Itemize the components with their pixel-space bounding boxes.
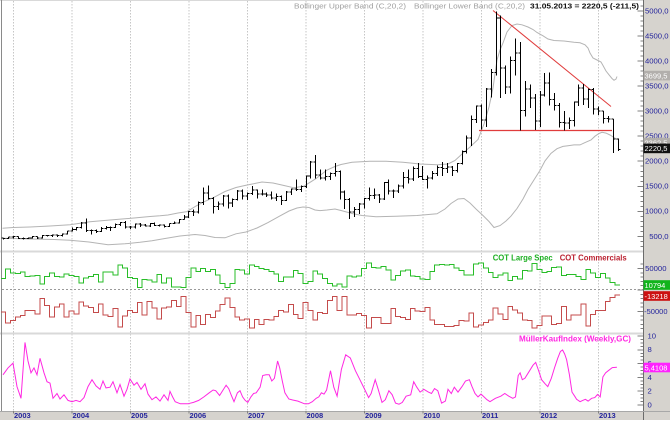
svg-text:2009: 2009 — [365, 411, 382, 420]
svg-text:2012: 2012 — [541, 411, 558, 420]
svg-text:COT Commercials: COT Commercials — [560, 254, 628, 263]
svg-text:2005: 2005 — [131, 411, 148, 420]
svg-text:1500,0: 1500,0 — [645, 182, 669, 191]
svg-text:4: 4 — [648, 373, 653, 382]
svg-text:8: 8 — [648, 345, 652, 354]
svg-text:2006: 2006 — [190, 411, 207, 420]
svg-text:5000,0: 5000,0 — [645, 6, 669, 15]
svg-text:4500,0: 4500,0 — [645, 31, 669, 40]
svg-text:Bollinger Lower Band (C,20,2): Bollinger Lower Band (C,20,2) — [414, 2, 526, 11]
svg-text:4000,0: 4000,0 — [645, 56, 669, 65]
svg-text:-13218: -13218 — [645, 292, 668, 301]
svg-text:2008: 2008 — [307, 411, 324, 420]
svg-text:2: 2 — [648, 387, 652, 396]
svg-text:10: 10 — [648, 331, 657, 340]
svg-text:500,0: 500,0 — [649, 232, 668, 241]
svg-text:3500,0: 3500,0 — [645, 81, 669, 90]
svg-text:2013: 2013 — [599, 411, 616, 420]
svg-text:3699,5: 3699,5 — [645, 71, 668, 80]
svg-text:0: 0 — [648, 400, 652, 409]
svg-text:2010: 2010 — [424, 411, 441, 420]
svg-text:50000: 50000 — [645, 264, 666, 273]
svg-text:COT Large Spec: COT Large Spec — [493, 254, 554, 263]
svg-text:2011: 2011 — [482, 411, 498, 420]
svg-text:2007: 2007 — [248, 411, 265, 420]
svg-text:31.05.2013 = 2220,5 (-211,5): 31.05.2013 = 2220,5 (-211,5) — [530, 2, 640, 11]
svg-text:Bollinger Upper Band (C,20,2): Bollinger Upper Band (C,20,2) — [294, 2, 407, 11]
svg-text:2004: 2004 — [73, 411, 91, 420]
svg-text:3000,0: 3000,0 — [645, 107, 669, 116]
svg-text:-50000: -50000 — [644, 307, 667, 316]
svg-text:MüllerKaufIndex (Weekly,GC): MüllerKaufIndex (Weekly,GC) — [519, 335, 631, 344]
svg-text:10794: 10794 — [645, 281, 666, 290]
svg-text:2000,0: 2000,0 — [645, 157, 669, 166]
svg-text:2003: 2003 — [14, 411, 31, 420]
svg-text:5,4108: 5,4108 — [645, 363, 668, 372]
svg-text:2220,5: 2220,5 — [645, 144, 668, 153]
svg-text:1000,0: 1000,0 — [645, 207, 669, 216]
